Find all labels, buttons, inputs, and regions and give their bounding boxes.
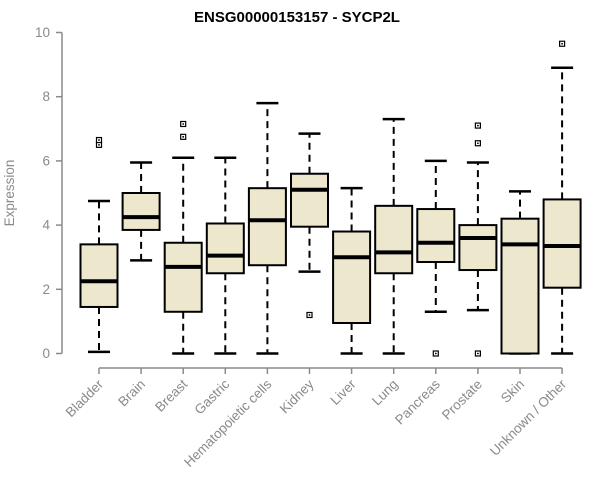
outlier-point-dot (434, 352, 437, 355)
iqr-box (290, 172, 329, 228)
box-bladder (79, 136, 119, 354)
y-tick-label: 0 (42, 346, 50, 361)
outlier-point-dot (477, 124, 479, 127)
iqr-box (163, 241, 203, 313)
y-axis-label: Expression (2, 160, 17, 227)
outlier-point-dot (182, 135, 185, 138)
iqr-box (500, 217, 540, 355)
y-tick-label: 8 (42, 89, 50, 104)
x-tick-label: Unknown / Other (487, 376, 570, 459)
outlier-point-dot (98, 139, 100, 141)
iqr-box (205, 222, 245, 275)
x-tick-label: Lung (369, 377, 401, 409)
box-pancreas (416, 159, 456, 357)
iqr-box (416, 208, 456, 264)
box-skin (500, 190, 540, 355)
iqr-box (79, 243, 119, 308)
y-tick-label: 10 (35, 25, 50, 40)
outlier-point-dot (98, 143, 100, 146)
x-tick-label: Brain (115, 377, 148, 410)
x-tick-label: Bladder (63, 376, 107, 420)
iqr-box (332, 230, 372, 325)
box-hematopoietic-cells (247, 101, 287, 355)
x-tick-label: Kidney (277, 376, 317, 416)
box-kidney (290, 132, 329, 319)
box-liver (332, 186, 372, 355)
box-breast (163, 120, 203, 355)
outlier-point-dot (561, 42, 563, 45)
x-tick-label: Breast (152, 376, 190, 414)
x-tick-label: Skin (498, 377, 527, 406)
x-tick-label: Pancreas (392, 376, 443, 427)
box-unknown-other (542, 40, 582, 355)
y-tick-label: 2 (42, 282, 50, 297)
box-brain (121, 161, 161, 262)
iqr-box (542, 198, 582, 289)
iqr-box (121, 192, 161, 231)
chart-title: ENSG00000153157 - SYCP2L (194, 9, 400, 26)
iqr-box (458, 224, 498, 272)
y-tick-label: 6 (42, 153, 50, 168)
x-tick-label: Prostate (439, 377, 485, 423)
outlier-point-dot (308, 314, 311, 316)
x-tick-label: Gastric (192, 376, 233, 417)
box-prostate (458, 122, 498, 357)
x-tick-label: Liver (327, 376, 359, 408)
outlier-point-dot (182, 123, 185, 125)
y-tick-label: 4 (42, 218, 50, 233)
box-gastric (205, 156, 245, 355)
box-lung (374, 117, 414, 355)
iqr-box (247, 187, 287, 267)
outlier-point-dot (477, 142, 479, 145)
iqr-box (374, 204, 414, 275)
outlier-point-dot (477, 352, 479, 355)
